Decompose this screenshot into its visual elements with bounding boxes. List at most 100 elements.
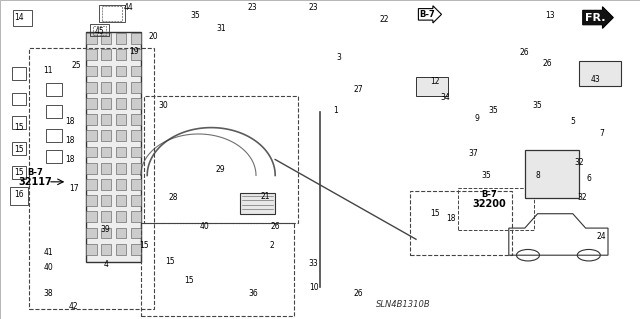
Bar <box>131 146 141 157</box>
Bar <box>86 49 97 60</box>
Bar <box>141 223 294 316</box>
Text: 3: 3 <box>337 53 342 62</box>
Bar <box>86 66 97 77</box>
Bar <box>101 114 111 125</box>
Text: 10: 10 <box>308 283 319 292</box>
Text: 12: 12 <box>431 77 440 86</box>
Bar <box>86 227 97 238</box>
Bar <box>101 130 111 141</box>
Text: 15: 15 <box>14 168 24 177</box>
Bar <box>116 146 126 157</box>
Bar <box>47 129 63 142</box>
Text: 34: 34 <box>440 93 450 102</box>
Bar <box>116 33 126 44</box>
Text: 20: 20 <box>148 32 159 41</box>
Text: B-7: B-7 <box>28 168 43 177</box>
Text: 18: 18 <box>447 214 456 223</box>
Text: 41: 41 <box>43 248 53 256</box>
Text: 15: 15 <box>139 241 149 250</box>
Text: 5: 5 <box>570 117 575 126</box>
Text: SLN4B1310B: SLN4B1310B <box>376 300 431 309</box>
Bar <box>102 6 122 20</box>
Text: 13: 13 <box>545 11 556 20</box>
Text: 35: 35 <box>488 106 498 115</box>
Text: 17: 17 <box>68 184 79 193</box>
Text: 11: 11 <box>44 66 52 75</box>
Bar <box>86 163 97 174</box>
Bar <box>131 244 141 255</box>
Bar <box>131 82 141 93</box>
Bar <box>240 193 275 214</box>
Bar <box>86 32 141 262</box>
Bar <box>101 227 111 238</box>
Bar <box>116 66 126 77</box>
Text: 9: 9 <box>474 114 479 122</box>
Text: 18: 18 <box>66 136 75 145</box>
Text: 14: 14 <box>14 13 24 22</box>
Bar <box>101 211 111 222</box>
Text: 38: 38 <box>43 289 53 298</box>
Text: 35: 35 <box>481 171 492 180</box>
Text: 35: 35 <box>190 11 200 20</box>
Text: 33: 33 <box>308 259 319 268</box>
Text: 2: 2 <box>269 241 275 250</box>
Bar <box>101 82 111 93</box>
Bar <box>47 150 63 163</box>
Bar <box>410 191 512 255</box>
Bar <box>12 93 26 105</box>
Text: 15: 15 <box>14 145 24 154</box>
Text: 15: 15 <box>164 257 175 266</box>
Text: 1: 1 <box>333 106 339 115</box>
Bar <box>86 179 97 190</box>
Text: 26: 26 <box>353 289 364 298</box>
Bar <box>116 98 126 109</box>
Bar <box>13 10 32 26</box>
Text: 8: 8 <box>535 171 540 180</box>
Bar <box>116 227 126 238</box>
Text: 23: 23 <box>308 4 319 12</box>
Text: 32117: 32117 <box>19 177 52 187</box>
Text: 18: 18 <box>66 117 75 126</box>
Text: 4: 4 <box>103 260 108 269</box>
Bar <box>12 116 26 129</box>
Bar <box>86 211 97 222</box>
Bar <box>131 114 141 125</box>
Text: 31: 31 <box>216 24 226 33</box>
Text: 28: 28 <box>168 193 177 202</box>
Bar <box>131 195 141 206</box>
Text: 22: 22 <box>380 15 388 24</box>
Bar <box>116 163 126 174</box>
Bar <box>131 33 141 44</box>
Bar <box>131 163 141 174</box>
Text: 43: 43 <box>590 75 600 84</box>
Text: B-7: B-7 <box>420 10 435 19</box>
Bar <box>101 244 111 255</box>
Bar <box>101 163 111 174</box>
Text: 29: 29 <box>216 165 226 174</box>
Text: 32: 32 <box>574 158 584 167</box>
Bar <box>29 48 154 309</box>
Bar <box>99 4 125 22</box>
Bar <box>131 211 141 222</box>
Bar <box>101 98 111 109</box>
Bar <box>101 66 111 77</box>
Text: 24: 24 <box>596 232 607 241</box>
Text: 6: 6 <box>586 174 591 183</box>
Bar <box>525 150 579 198</box>
Text: B-7: B-7 <box>482 190 497 199</box>
Text: 27: 27 <box>353 85 364 94</box>
Text: 15: 15 <box>430 209 440 218</box>
Text: 23: 23 <box>248 4 258 12</box>
Text: 32: 32 <box>577 193 588 202</box>
Text: 45: 45 <box>94 27 104 36</box>
Bar <box>86 82 97 93</box>
Bar <box>131 66 141 77</box>
Bar <box>144 96 298 223</box>
Text: 18: 18 <box>66 155 75 164</box>
Bar <box>86 33 97 44</box>
Bar <box>116 195 126 206</box>
Text: 19: 19 <box>129 47 140 56</box>
Bar <box>458 188 534 230</box>
Bar <box>131 179 141 190</box>
Bar <box>131 130 141 141</box>
